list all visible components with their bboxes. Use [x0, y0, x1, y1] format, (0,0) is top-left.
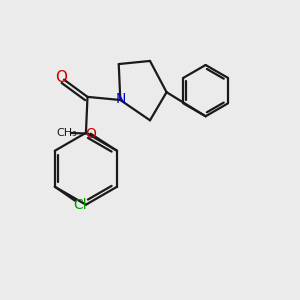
- Text: Cl: Cl: [73, 199, 87, 212]
- Text: CH₃: CH₃: [56, 128, 77, 138]
- Text: O: O: [55, 70, 67, 85]
- Text: N: N: [116, 92, 126, 106]
- Text: O: O: [85, 127, 96, 141]
